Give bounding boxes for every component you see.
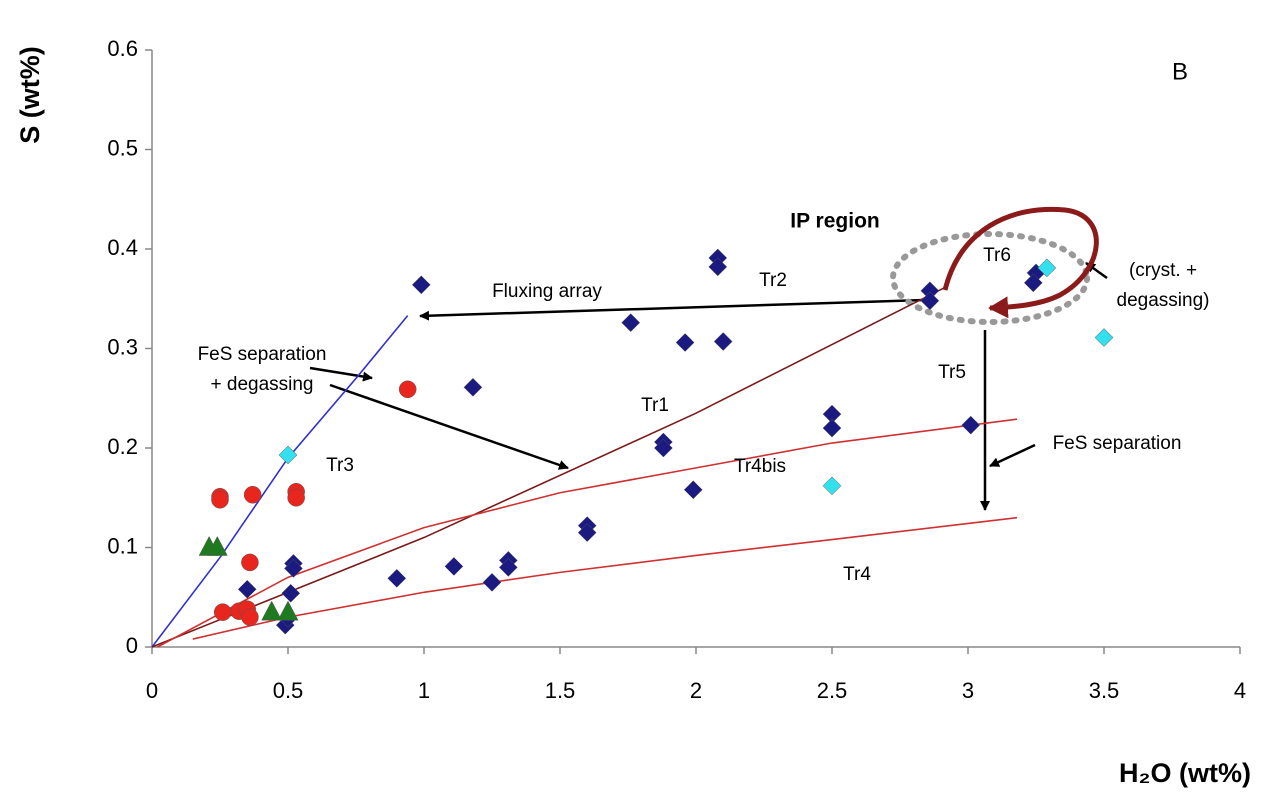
diamond-point	[1037, 258, 1057, 278]
diamond-point	[713, 332, 733, 351]
x-tick-label: 3.5	[1089, 678, 1120, 703]
x-tick-label: 4	[1234, 678, 1246, 703]
triangle-point	[277, 600, 299, 621]
x-tick-label: 0.5	[273, 678, 304, 703]
annotation-arrows	[309, 261, 1108, 511]
annotation: Tr2	[759, 270, 787, 291]
diamond-point	[482, 572, 502, 592]
annotation: Tr4bis	[734, 456, 786, 477]
line	[192, 516, 1018, 640]
annotation: Tr6	[983, 245, 1011, 266]
triangle-point	[206, 535, 228, 556]
annotation: + degassing	[211, 374, 314, 395]
y-tick-label: 0.3	[107, 334, 138, 359]
diamond-point	[654, 438, 673, 458]
y-axis-label: S (wt%)	[15, 46, 45, 144]
y-tick-label: 0.2	[107, 434, 138, 459]
diamond-point	[822, 418, 842, 438]
line	[157, 418, 1018, 648]
annotation: Tr3	[326, 455, 354, 476]
annotation: FeS separation	[198, 344, 327, 365]
x-tick-label: 2.5	[817, 678, 848, 703]
y-tick-label: 0.6	[107, 36, 138, 61]
x-axis-label: H₂O (wt%)	[1119, 758, 1251, 788]
diamond-point	[675, 333, 695, 352]
annotation: IP region	[790, 210, 879, 233]
cycle-arrow	[942, 206, 1099, 319]
diamond-point	[237, 579, 257, 599]
ip-region-outline	[890, 231, 1090, 325]
diamond-point	[1094, 328, 1114, 347]
x-tick-label: 3	[962, 678, 974, 703]
diamond-point	[411, 275, 431, 295]
diamond-point	[577, 523, 597, 542]
y-tick-label: 0	[126, 633, 138, 658]
circle-point	[241, 608, 259, 626]
x-tick-label: 0	[146, 678, 158, 703]
line	[151, 315, 409, 648]
y-tick-label: 0.1	[107, 533, 138, 558]
diamond-point	[961, 415, 981, 435]
diamond-point	[822, 476, 842, 496]
y-tick-label: 0.4	[107, 235, 138, 260]
annotation: Tr5	[938, 362, 966, 383]
diamond-point	[708, 257, 728, 277]
circle-point	[287, 489, 305, 507]
annotation: Fluxing array	[492, 281, 602, 302]
circle-point	[398, 380, 417, 399]
diamond-point	[683, 480, 703, 500]
annotation: B	[1172, 58, 1188, 85]
diamond-point	[1023, 273, 1043, 293]
diamond-point	[463, 377, 483, 397]
circle-point	[213, 603, 232, 621]
annotation: degassing)	[1117, 290, 1210, 311]
diamond-point	[284, 559, 303, 578]
circle-point	[243, 486, 262, 504]
diamond-point	[281, 583, 301, 603]
annotation: (cryst. +	[1129, 260, 1197, 281]
diamond-point	[387, 568, 407, 588]
diamond-point	[498, 558, 518, 577]
circle-point	[241, 553, 259, 572]
diamond-point	[278, 445, 298, 465]
diamond-point	[621, 313, 641, 332]
annotation: Tr1	[641, 395, 669, 416]
line	[151, 286, 947, 648]
y-tick-label: 0.5	[107, 135, 138, 160]
x-tick-label: 2	[690, 678, 702, 703]
annotation: Tr4	[843, 564, 871, 585]
circle-point	[211, 490, 229, 509]
diamond-point	[444, 557, 464, 576]
x-tick-label: 1	[418, 678, 430, 703]
diamond-point	[920, 291, 940, 311]
annotation: FeS separation	[1053, 433, 1182, 454]
x-tick-label: 1.5	[545, 678, 576, 703]
triangle-point	[261, 600, 283, 621]
